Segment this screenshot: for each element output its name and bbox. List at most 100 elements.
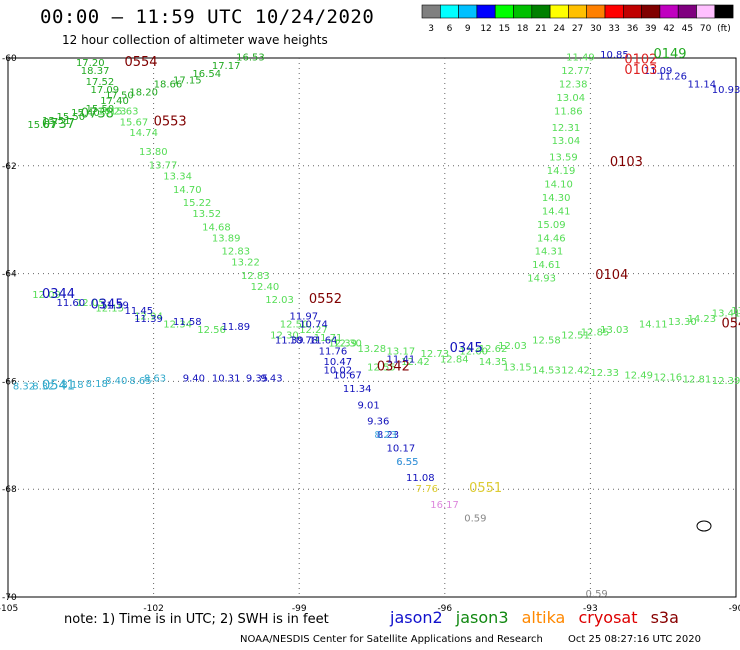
swh-reading: 10.74	[299, 320, 328, 331]
swh-reading: 12.03	[498, 341, 527, 352]
swh-reading: 13.93	[731, 306, 740, 317]
swh-reading: 12.31	[552, 123, 581, 134]
swh-reading: 14.53	[532, 365, 561, 376]
swh-reading: 17.50	[105, 90, 134, 101]
swh-reading: 11.45	[124, 306, 153, 317]
swh-reading: 8.40	[105, 376, 127, 387]
swh-reading: 13.15	[503, 363, 532, 374]
swh-reading: 6.55	[396, 457, 418, 468]
swh-reading: 12.42	[401, 357, 430, 368]
legend-s3a: s3a	[650, 608, 679, 627]
swh-reading: 12.60	[459, 346, 488, 357]
swh-reading: 17.15	[173, 75, 202, 86]
lat-tick-label: -64	[2, 270, 17, 280]
swh-reading: 15.50	[86, 104, 115, 115]
legend-cryosat: cryosat	[578, 608, 638, 627]
swh-reading: 10.31	[212, 373, 241, 384]
scale-label: 36	[627, 24, 639, 34]
swh-reading: 13.41	[712, 309, 740, 320]
swh-reading: 16.53	[236, 53, 265, 64]
lon-tick-label: -90	[729, 604, 740, 614]
swh-reading: 12.33	[590, 368, 619, 379]
swh-reading: 11.08	[406, 473, 435, 484]
swh-reading: 11.59	[100, 301, 129, 312]
scale-label: 42	[663, 24, 674, 34]
swh-reading: 12.83	[241, 271, 270, 282]
swh-reading: 12.39	[328, 338, 357, 349]
swh-reading: 8.65	[129, 376, 151, 387]
swh-reading: 11.41	[387, 355, 416, 366]
pass-time-label: 0738	[81, 106, 114, 121]
swh-reading: 12.09	[32, 290, 61, 301]
pass-time-label: 0737	[42, 117, 75, 132]
lat-tick-label: -62	[2, 162, 17, 172]
swh-reading: 15.40	[71, 108, 100, 119]
swh-reading: 12.15	[95, 303, 124, 314]
swh-reading: 9.36	[367, 417, 389, 428]
legend-jason3: jason3	[455, 608, 509, 627]
swh-reading: 11.89	[222, 322, 251, 333]
swh-reading: 11.09	[644, 66, 673, 77]
swh-reading: 14.10	[544, 179, 573, 190]
swh-reading: 8.32	[13, 381, 35, 392]
swh-reading: 10.47	[323, 357, 352, 368]
swh-reading: 12.73	[421, 349, 450, 360]
swh-reading: 8.23	[377, 430, 399, 441]
scale-label: 27	[572, 24, 583, 34]
pass-time-label: 0102	[624, 52, 657, 67]
swh-reading: 12.85	[581, 328, 610, 339]
pass-time-label: 0543	[721, 317, 740, 332]
scale-label: 30	[590, 24, 602, 34]
swh-reading: 14.41	[542, 206, 571, 217]
swh-reading: 10.93	[712, 85, 740, 96]
swh-reading: 12.94	[134, 311, 163, 322]
swh-reading: 13.04	[556, 93, 585, 104]
scale-label: 39	[645, 24, 657, 34]
pass-time-label: 0345	[450, 341, 483, 356]
swh-reading: 8.32	[32, 381, 54, 392]
scale-label: 24	[554, 24, 566, 34]
swh-reading: 11.34	[343, 384, 372, 395]
swh-reading: 11.64	[309, 336, 338, 347]
swh-reading: 11.58	[173, 317, 202, 328]
swh-reading: 6.55	[396, 457, 418, 468]
swh-reading: 13.80	[139, 147, 168, 158]
scale-label: (ft)	[717, 24, 731, 34]
pass-time-label: 0552	[309, 292, 342, 307]
lon-tick-label: -96	[437, 604, 452, 614]
scale-label: 45	[682, 24, 693, 34]
page-subtitle: 12 hour collection of altimeter wave hei…	[62, 33, 328, 47]
swh-reading: 12.81	[683, 374, 712, 385]
swh-reading: 12.56	[197, 325, 226, 336]
swh-reading: 12.27	[299, 325, 328, 336]
swh-reading: 12.16	[653, 372, 682, 383]
map-frame	[7, 57, 737, 598]
swh-reading: 13.04	[552, 136, 581, 147]
swh-reading: 13.52	[192, 209, 221, 220]
lon-tick-label: -99	[292, 604, 307, 614]
pass-time-label: 0342	[377, 360, 410, 375]
swh-reading: 10.17	[387, 443, 416, 454]
swh-reading: 12.83	[222, 247, 251, 258]
swh-reading: 14.74	[129, 128, 158, 139]
swh-reading: 13.28	[357, 344, 386, 355]
swh-reading: 15.09	[537, 220, 566, 231]
swh-reading: 17.20	[76, 58, 105, 69]
swh-reading: 0.59	[586, 589, 608, 600]
swh-reading: 17.40	[100, 96, 129, 107]
swh-reading: 12.49	[624, 371, 653, 382]
swh-reading: 12.38	[559, 80, 588, 91]
page-title: 00:00 – 11:59 UTC 10/24/2020	[40, 6, 375, 28]
swh-reading: 12.58	[532, 336, 561, 347]
lon-tick-label: -93	[583, 604, 598, 614]
swh-reading: 11.86	[554, 107, 583, 118]
island-outline	[696, 520, 712, 532]
lon-tick-label: -102	[143, 604, 163, 614]
swh-reading: 13.34	[163, 171, 192, 182]
note-text: note: 1) Time is in UTC; 2) SWH is in fe…	[64, 612, 329, 627]
swh-reading: 17.09	[91, 85, 120, 96]
pass-time-label: 0103	[624, 63, 657, 78]
swh-reading: 8.23	[374, 430, 396, 441]
swh-reading: 18.66	[154, 80, 183, 91]
swh-reading: 11.26	[658, 72, 687, 83]
